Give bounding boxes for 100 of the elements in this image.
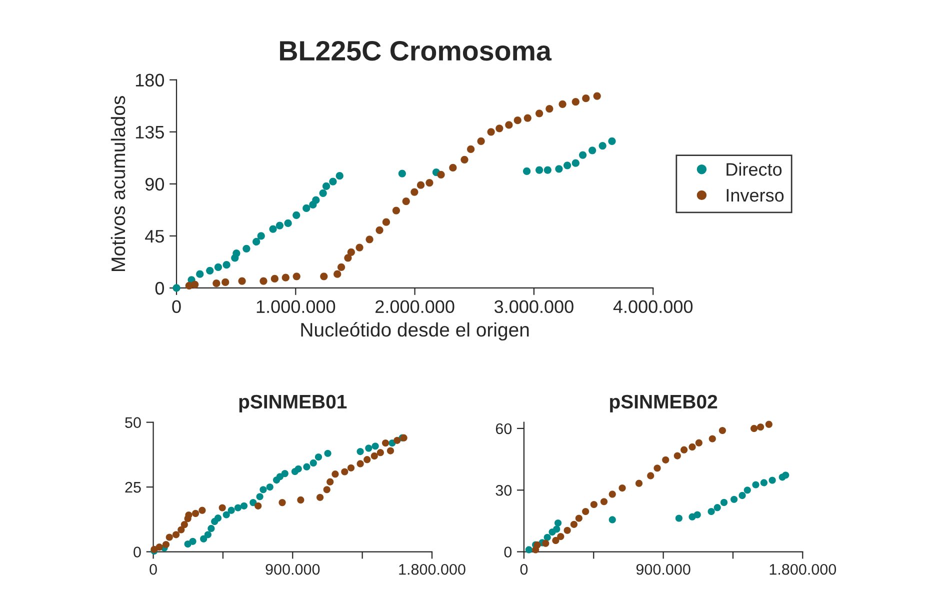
point: [744, 486, 751, 494]
point: [178, 526, 185, 534]
x-tick-label: 3.000.000: [494, 300, 574, 314]
point: [694, 511, 701, 518]
point: [600, 498, 608, 506]
point: [316, 494, 324, 501]
point: [356, 244, 364, 252]
legend-label: Inverso: [726, 189, 784, 202]
point: [525, 546, 532, 554]
point: [269, 225, 277, 233]
point: [341, 468, 348, 476]
point: [426, 178, 434, 187]
point: [218, 504, 226, 512]
point: [204, 531, 212, 538]
point: [257, 232, 265, 240]
x-tick-label: 4.000.000: [613, 300, 693, 314]
point: [466, 145, 475, 154]
point: [552, 536, 560, 544]
point: [222, 278, 230, 286]
y-tick-label: 0: [134, 546, 141, 558]
point: [514, 116, 522, 124]
point: [572, 159, 580, 167]
point: [372, 442, 379, 450]
point: [281, 470, 288, 478]
point: [332, 470, 339, 478]
point: [214, 263, 222, 271]
point: [370, 452, 378, 460]
point: [365, 444, 372, 452]
point: [364, 456, 371, 464]
point: [564, 162, 572, 170]
point: [708, 435, 716, 442]
point: [214, 514, 222, 522]
point: [228, 506, 235, 514]
point: [718, 426, 726, 434]
point: [505, 121, 513, 129]
y-axis-title: Motivos acumulados: [110, 96, 126, 271]
point: [222, 261, 230, 269]
point: [578, 151, 587, 159]
point: [276, 473, 284, 480]
point: [608, 490, 616, 498]
point: [166, 534, 173, 541]
point: [386, 447, 394, 454]
point: [437, 170, 445, 178]
point: [334, 270, 342, 278]
y-tick-label: 135: [136, 126, 164, 139]
y-tick-label: 30: [496, 484, 512, 496]
point: [460, 156, 468, 164]
y-tick-label: 0: [504, 546, 512, 558]
point: [319, 189, 327, 197]
point: [238, 277, 246, 285]
point: [730, 496, 738, 503]
point: [402, 197, 410, 206]
point: [416, 181, 425, 189]
point: [662, 456, 670, 464]
point: [310, 459, 317, 466]
point: [326, 478, 334, 486]
point: [765, 420, 772, 428]
x-tick-label: 2.000.000: [376, 300, 454, 314]
chart-title: pSINMEB01: [239, 394, 347, 412]
point: [222, 511, 230, 518]
point: [546, 104, 554, 113]
point: [314, 453, 322, 461]
point: [347, 248, 355, 256]
point: [347, 464, 355, 472]
chart-title: BL225C Cromosoma: [280, 41, 552, 61]
point: [398, 170, 406, 178]
point: [266, 483, 274, 491]
point: [250, 499, 257, 506]
point: [180, 521, 188, 528]
point: [572, 98, 580, 106]
point: [582, 94, 590, 102]
point: [185, 511, 192, 519]
point: [760, 479, 768, 486]
point: [590, 500, 598, 508]
y-tick-label: 90: [145, 178, 164, 191]
point: [618, 484, 626, 492]
point: [172, 531, 180, 538]
point: [232, 249, 240, 258]
point: [382, 439, 390, 447]
point: [208, 524, 215, 532]
point: [695, 439, 702, 446]
point: [647, 472, 654, 480]
point: [553, 526, 560, 533]
point: [575, 514, 582, 522]
point: [320, 272, 328, 280]
point: [276, 222, 284, 230]
y-tick-label: 50: [125, 417, 141, 428]
chart-title: pSINMEB02: [610, 394, 718, 412]
point: [564, 526, 571, 534]
point: [487, 128, 495, 136]
point: [323, 486, 330, 494]
point: [200, 535, 208, 542]
point: [302, 204, 310, 212]
x-tick-label: 1.800.000: [399, 564, 466, 575]
point: [366, 236, 374, 244]
point: [410, 188, 418, 196]
point: [254, 502, 262, 510]
point: [714, 504, 721, 512]
point: [598, 142, 606, 150]
y-tick-label: 45: [145, 230, 164, 243]
